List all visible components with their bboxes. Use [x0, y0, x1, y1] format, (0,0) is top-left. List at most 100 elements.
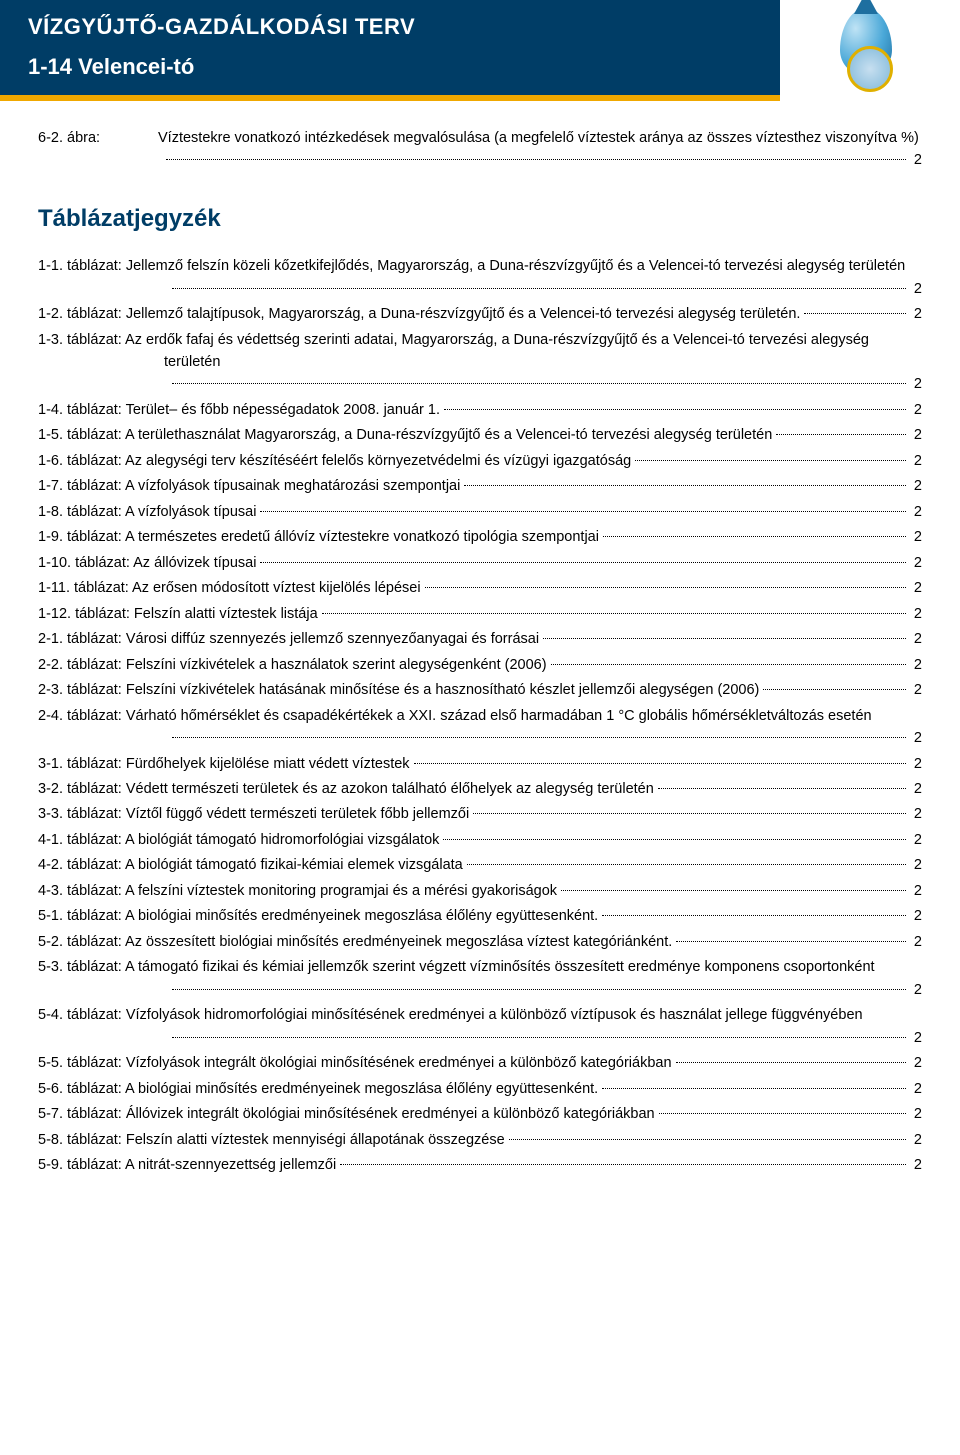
toc-page: 2 [910, 526, 922, 548]
toc-page: 2 [910, 603, 922, 625]
dot-leader [676, 941, 906, 942]
toc-text: 5-6. táblázat: A biológiai minősítés ere… [38, 1078, 598, 1100]
toc-page: 2 [910, 303, 922, 325]
toc-text: 3-1. táblázat: Fürdőhelyek kijelölése mi… [38, 753, 410, 775]
toc-entry: 4-2. táblázat: A biológiát támogató fizi… [38, 854, 922, 876]
toc-dotline: .2 [38, 727, 922, 749]
toc-text: 2-1. táblázat: Városi diffúz szennyezés … [38, 628, 539, 650]
toc-page: 2 [910, 778, 922, 800]
figure-label: 6-2. ábra: [38, 127, 158, 149]
toc-text: 5-9. táblázat: A nitrát-szennyezettség j… [38, 1154, 336, 1176]
toc-entry: 5-9. táblázat: A nitrát-szennyezettség j… [38, 1154, 922, 1176]
toc-page: 2 [910, 931, 922, 953]
toc-text: 1-10. táblázat: Az állóvizek típusai [38, 552, 256, 574]
toc-dotline: .2 [38, 278, 922, 300]
dot-leader [322, 613, 906, 614]
toc-text: 1-9. táblázat: A természetes eredetű áll… [38, 526, 599, 548]
dot-leader [340, 1164, 906, 1165]
toc-entry: 2-2. táblázat: Felszíni vízkivételek a h… [38, 654, 922, 676]
toc-text: 1-4. táblázat: Terület– és főbb népesség… [38, 399, 440, 421]
toc-text: 1-11. táblázat: Az erősen módosított víz… [38, 577, 421, 599]
toc-text: 1-12. táblázat: Felszín alatti víztestek… [38, 603, 318, 625]
dot-leader [603, 536, 906, 537]
toc-entry: 3-3. táblázat: Víztől függő védett termé… [38, 803, 922, 825]
toc-text: 5-5. táblázat: Vízfolyások integrált öko… [38, 1052, 672, 1074]
toc-text: 2-3. táblázat: Felszíni vízkivételek hat… [38, 679, 759, 701]
toc-entry: 5-3. táblázat: A támogató fizikai és kém… [38, 956, 922, 1001]
dot-leader [443, 839, 906, 840]
toc-text: 5-2. táblázat: Az összesített biológiai … [38, 931, 672, 953]
toc-text: 4-2. táblázat: A biológiát támogató fizi… [38, 854, 463, 876]
toc-entry: 1-5. táblázat: A területhasználat Magyar… [38, 424, 922, 446]
dot-leader [414, 763, 906, 764]
figure-page: 2 [910, 149, 922, 171]
toc-entry: 1-11. táblázat: Az erősen módosított víz… [38, 577, 922, 599]
toc-page: 2 [910, 628, 922, 650]
toc-entry: 1-6. táblázat: Az alegységi terv készíté… [38, 450, 922, 472]
toc-text: 2-4. táblázat: Várható hőmérséklet és cs… [38, 705, 922, 727]
toc-entry: 2-3. táblázat: Felszíni vízkivételek hat… [38, 679, 922, 701]
dot-leader [804, 313, 905, 314]
dot-leader [444, 409, 906, 410]
toc-text: 3-3. táblázat: Víztől függő védett termé… [38, 803, 469, 825]
toc-text: 5-4. táblázat: Vízfolyások hidromorfológ… [38, 1004, 922, 1026]
toc-entry: 1-10. táblázat: Az állóvizek típusai 2 [38, 552, 922, 574]
dot-leader [509, 1139, 906, 1140]
toc-entry: 5-1. táblázat: A biológiai minősítés ere… [38, 905, 922, 927]
header-band: VÍZGYŰJTŐ-GAZDÁLKODÁSI TERV 1-14 Velence… [0, 0, 780, 95]
toc-page: 2 [910, 829, 922, 851]
toc-list: 1-1. táblázat: Jellemző felszín közeli k… [38, 255, 922, 1176]
dot-leader [473, 813, 906, 814]
toc-page: 2 [910, 1027, 922, 1049]
toc-text: 1-3. táblázat: Az erdők fafaj és védetts… [38, 329, 922, 374]
dot-leader [776, 434, 906, 435]
dot-leader [467, 864, 906, 865]
toc-page: 2 [910, 373, 922, 395]
dot-leader [260, 562, 905, 563]
figure-dotline: . 2 [38, 149, 922, 171]
page-content: 6-2. ábra: Víztestekre vonatkozó intézke… [0, 105, 960, 1209]
toc-text: 1-1. táblázat: Jellemző felszín közeli k… [38, 255, 922, 277]
toc-text: 2-2. táblázat: Felszíni vízkivételek a h… [38, 654, 547, 676]
toc-page: 2 [910, 803, 922, 825]
toc-text: 1-2. táblázat: Jellemző talajtípusok, Ma… [38, 303, 800, 325]
dot-leader [602, 1088, 906, 1089]
toc-text: 5-7. táblázat: Állóvizek integrált ökoló… [38, 1103, 655, 1125]
water-drop-logo [840, 8, 900, 86]
toc-text: 5-1. táblázat: A biológiai minősítés ere… [38, 905, 598, 927]
toc-entry: 5-5. táblázat: Vízfolyások integrált öko… [38, 1052, 922, 1074]
toc-dotline: .2 [38, 979, 922, 1001]
toc-page: 2 [910, 552, 922, 574]
toc-text: 1-7. táblázat: A vízfolyások típusainak … [38, 475, 460, 497]
toc-dotline: .2 [38, 373, 922, 395]
toc-entry: 1-9. táblázat: A természetes eredetű áll… [38, 526, 922, 548]
toc-entry: 1-3. táblázat: Az erdők fafaj és védetts… [38, 329, 922, 396]
toc-page: 2 [910, 1052, 922, 1074]
toc-entry: 5-2. táblázat: Az összesített biológiai … [38, 931, 922, 953]
toc-entry: 1-12. táblázat: Felszín alatti víztestek… [38, 603, 922, 625]
dot-leader [763, 689, 906, 690]
toc-page: 2 [910, 905, 922, 927]
toc-page: 2 [910, 854, 922, 876]
toc-entry: 2-4. táblázat: Várható hőmérséklet és cs… [38, 705, 922, 750]
dot-leader [425, 587, 906, 588]
dot-leader [543, 638, 906, 639]
toc-entry: 1-7. táblázat: A vízfolyások típusainak … [38, 475, 922, 497]
header-accent-bar [0, 95, 780, 101]
toc-page: 2 [910, 399, 922, 421]
toc-text: 4-3. táblázat: A felszíni víztestek moni… [38, 880, 557, 902]
toc-page: 2 [910, 654, 922, 676]
dot-leader [676, 1062, 906, 1063]
toc-page: 2 [910, 278, 922, 300]
toc-entry: 5-6. táblázat: A biológiai minősítés ere… [38, 1078, 922, 1100]
toc-text: 1-8. táblázat: A vízfolyások típusai [38, 501, 256, 523]
toc-page: 2 [910, 727, 922, 749]
toc-entry: 1-4. táblázat: Terület– és főbb népesség… [38, 399, 922, 421]
toc-entry: 5-8. táblázat: Felszín alatti víztestek … [38, 1129, 922, 1151]
toc-page: 2 [910, 424, 922, 446]
toc-page: 2 [910, 679, 922, 701]
toc-dotline: .2 [38, 1027, 922, 1049]
dot-leader [635, 460, 906, 461]
dot-leader [658, 788, 906, 789]
toc-page: 2 [910, 450, 922, 472]
